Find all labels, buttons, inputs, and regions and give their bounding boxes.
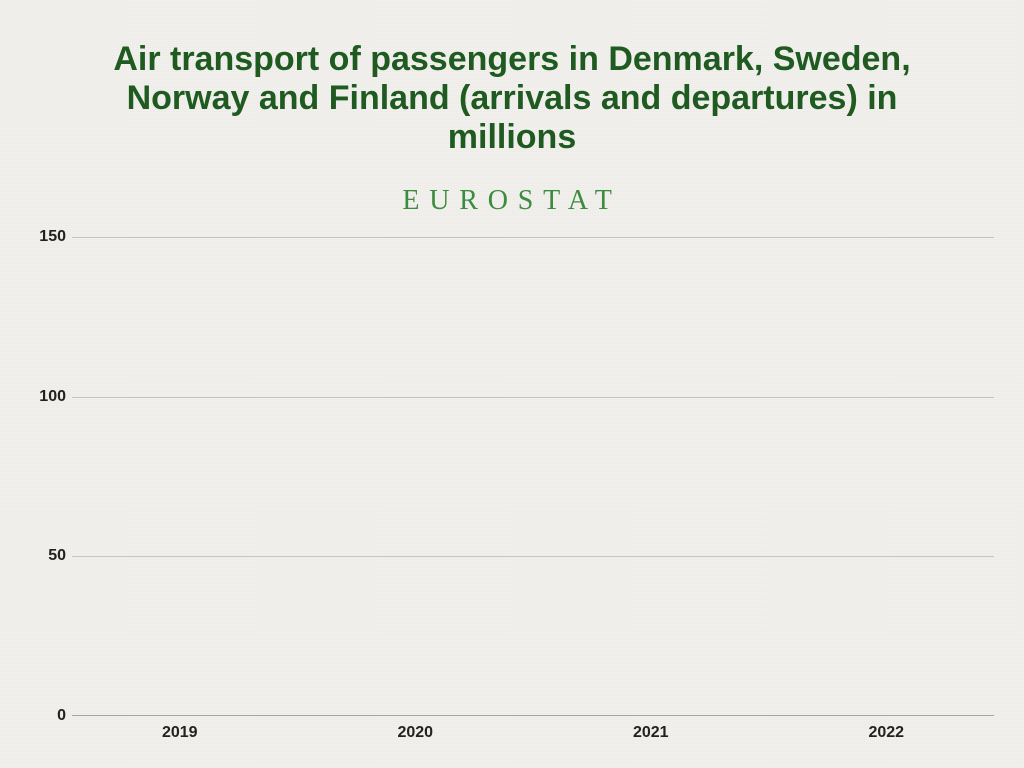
y-tick-label: 50	[48, 547, 66, 565]
x-tick-label: 2021	[548, 716, 753, 748]
plot-area	[72, 237, 994, 716]
x-axis: 2019 2020 2021 2022	[62, 716, 1004, 748]
y-axis: 050100150	[30, 237, 72, 716]
chart-container: Air transport of passengers in Denmark, …	[0, 0, 1024, 768]
grid-line	[72, 556, 994, 557]
y-tick-label: 0	[57, 707, 66, 725]
chart-subtitle: EUROSTAT	[20, 185, 1004, 217]
y-tick-label: 150	[39, 228, 66, 246]
grid-line	[72, 397, 994, 398]
chart-plot-wrap: 050100150	[30, 237, 994, 716]
bars-group	[72, 237, 994, 715]
x-tick-label: 2020	[313, 716, 518, 748]
y-tick-label: 100	[39, 388, 66, 406]
chart-title: Air transport of passengers in Denmark, …	[20, 40, 1004, 157]
x-tick-label: 2019	[77, 716, 282, 748]
grid-line	[72, 237, 994, 238]
x-tick-label: 2022	[784, 716, 989, 748]
